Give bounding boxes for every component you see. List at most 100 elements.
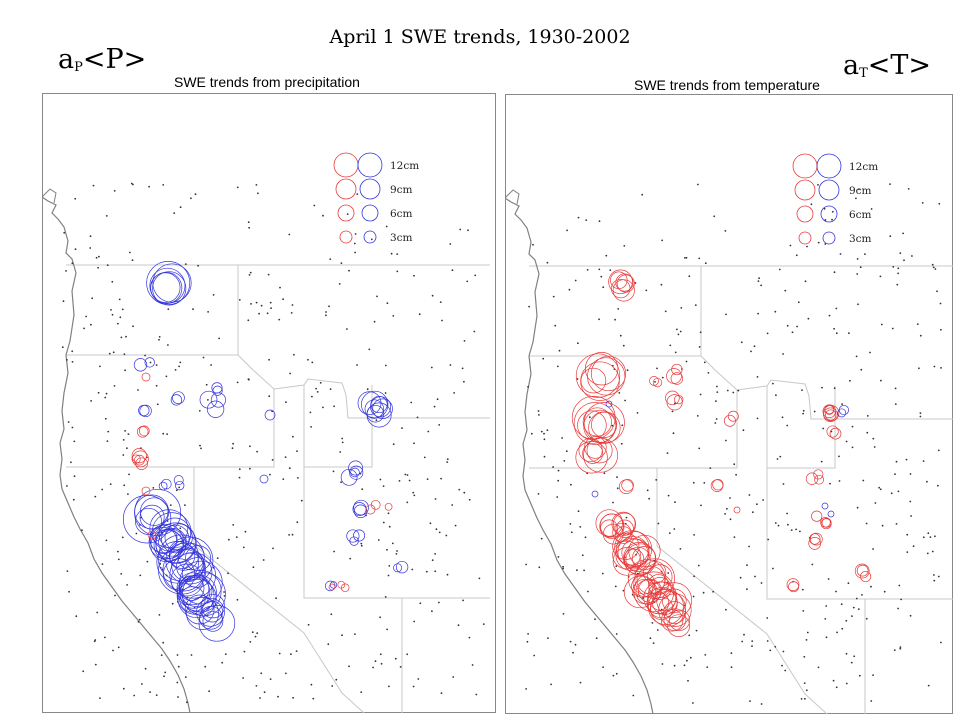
station-dot — [674, 501, 676, 503]
station-dot — [870, 585, 872, 588]
station-dot — [756, 503, 758, 506]
station-dot — [894, 387, 897, 390]
trend-circle — [178, 575, 205, 601]
station-dot — [689, 656, 692, 659]
station-dot — [903, 259, 905, 262]
station-dot — [155, 364, 158, 366]
station-dot — [912, 545, 915, 548]
station-dot — [542, 357, 545, 360]
station-dot — [831, 210, 834, 213]
station-dot — [267, 273, 270, 276]
station-dot — [751, 645, 753, 647]
trend-circle — [612, 532, 640, 560]
station-dot — [319, 381, 322, 384]
station-dot — [532, 243, 534, 246]
station-dot — [158, 338, 160, 341]
trend-circle — [824, 405, 835, 415]
state-border — [561, 467, 828, 714]
station-dot — [322, 406, 324, 409]
station-dot — [724, 230, 727, 232]
station-dot — [742, 429, 745, 432]
station-dot — [269, 473, 271, 476]
trend-circle — [357, 391, 382, 415]
station-dot — [179, 361, 182, 364]
panel-title-precip: SWE trends from precipitation — [174, 74, 360, 90]
station-dot — [159, 563, 162, 565]
station-dot — [861, 594, 863, 596]
station-dot — [775, 394, 777, 397]
trend-circle — [122, 495, 172, 544]
trend-circle — [663, 608, 687, 632]
trend-circle — [184, 594, 215, 625]
station-dot — [696, 415, 699, 417]
station-dot — [313, 204, 316, 207]
station-dot — [254, 635, 257, 638]
station-dot — [622, 344, 625, 347]
station-dot — [184, 676, 187, 678]
station-dot — [199, 444, 201, 447]
station-dot — [132, 325, 134, 328]
station-dot — [380, 662, 383, 665]
station-dot — [910, 515, 912, 517]
station-dot — [530, 432, 533, 435]
station-dot — [907, 188, 910, 190]
station-dot — [223, 595, 226, 597]
station-dot — [452, 676, 455, 678]
station-dot — [366, 388, 369, 391]
station-dot — [796, 325, 798, 328]
station-dot — [927, 684, 930, 687]
trend-circle — [580, 367, 607, 394]
station-dot — [831, 218, 833, 221]
station-dot — [331, 685, 334, 687]
station-dot — [533, 654, 536, 657]
station-dot — [661, 239, 663, 242]
station-dot — [107, 430, 110, 433]
station-dot — [257, 192, 259, 195]
trend-circle — [384, 502, 393, 511]
station-dot — [232, 442, 235, 445]
trend-circle — [372, 398, 393, 420]
station-dot — [122, 454, 125, 456]
station-dot — [210, 364, 213, 366]
station-dot — [774, 310, 777, 313]
station-dot — [62, 300, 65, 303]
station-dot — [474, 274, 477, 277]
station-dot — [845, 652, 848, 655]
trend-circle — [158, 517, 192, 550]
station-dot — [164, 671, 167, 674]
trend-circle — [176, 572, 210, 606]
station-dot — [862, 479, 865, 482]
station-dot — [346, 213, 349, 215]
station-dot — [714, 422, 717, 424]
station-dot — [824, 219, 827, 221]
trend-circle — [649, 376, 659, 386]
station-dot — [315, 387, 317, 390]
station-dot — [803, 682, 806, 684]
station-dot — [781, 416, 784, 419]
trend-circle — [647, 588, 685, 626]
station-dot — [588, 416, 591, 419]
station-dot — [801, 389, 803, 391]
trend-circle — [814, 474, 824, 485]
trend-circle — [149, 509, 189, 548]
station-dot — [120, 336, 123, 339]
trend-circle — [141, 486, 151, 496]
station-dot — [538, 414, 540, 416]
station-dot — [269, 678, 272, 680]
station-dot — [454, 524, 457, 527]
station-dot — [296, 450, 298, 452]
station-dot — [361, 488, 364, 491]
station-dot — [543, 455, 546, 458]
station-dot — [569, 523, 572, 525]
station-dot — [538, 566, 541, 569]
station-dot — [795, 254, 798, 257]
station-dot — [685, 360, 688, 363]
station-dot — [268, 358, 270, 361]
station-dot — [786, 324, 789, 327]
station-dot — [574, 279, 577, 282]
station-dot — [853, 655, 856, 658]
station-dot — [146, 560, 149, 563]
station-dot — [282, 298, 284, 301]
station-dot — [746, 588, 748, 591]
station-dot — [291, 304, 294, 306]
